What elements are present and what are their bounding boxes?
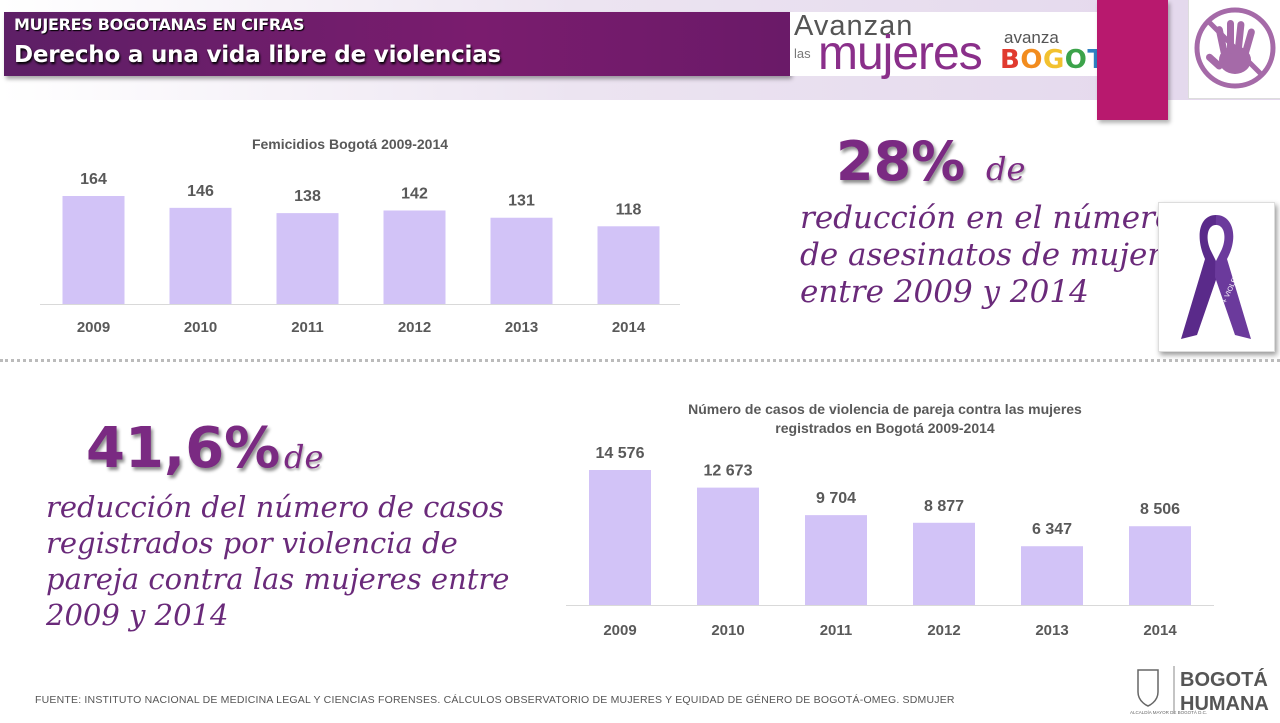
stat1-de: de: [986, 150, 1026, 188]
x-tick-label: 2009: [603, 622, 636, 639]
logo-mujeres: mujeres: [818, 27, 983, 80]
purple-ribbon-icon: NO + VIOLENCIA DE GÉNERO: [1181, 215, 1263, 339]
bogota-humana-logo: ALCALDÍA MAYOR DE BOGOTÁ D.C. BOGOTÁ HUM…: [1128, 662, 1278, 718]
x-tick-label: 2011: [291, 319, 324, 336]
chart2-title-line1: Número de casos de violencia de pareja c…: [688, 401, 1082, 417]
bar-value-label: 146: [187, 183, 214, 200]
bar: [913, 522, 975, 605]
logo-bogota-letter: O: [1064, 45, 1088, 75]
bogota-label: BOGOTÁ: [1180, 668, 1268, 691]
bar-value-label: 8 877: [924, 498, 964, 515]
logo-avanza: avanza: [1004, 28, 1059, 47]
bar-value-label: 142: [401, 185, 428, 202]
ribbon-image: NO + VIOLENCIA DE GÉNERO: [1158, 202, 1275, 352]
shield-icon: [1137, 669, 1159, 707]
bar: [589, 470, 651, 605]
chart2-title-line2: registrados en Bogotá 2009-2014: [775, 420, 995, 436]
stat2-value: 41,6%: [86, 416, 281, 481]
stat2-de: de: [284, 438, 324, 476]
bar-value-label: 6 347: [1032, 521, 1072, 538]
stat2-text: reducción del número de casos registrado…: [46, 490, 509, 634]
bar-value-label: 131: [508, 193, 535, 210]
chart1-title: Femicidios Bogotá 2009-2014: [251, 136, 449, 152]
stat2-line3: pareja contra las mujeres entre: [46, 561, 510, 596]
header-bar: MUJERES BOGOTANAS EN CIFRAS Derecho a un…: [4, 12, 790, 76]
hand-icon: [1194, 7, 1276, 89]
bar: [697, 487, 759, 605]
page-title: Derecho a una vida libre de violencias: [14, 42, 502, 68]
x-tick-label: 2013: [1035, 622, 1068, 639]
alcaldia-logo: ALCALDÍA MAYOR DE BOGOTÁ D.C. BOGOTÁ HUM…: [1130, 666, 1269, 715]
bar-value-label: 12 673: [704, 463, 753, 480]
x-tick-label: 2014: [612, 319, 646, 336]
bar: [1021, 546, 1083, 605]
section-divider: [0, 359, 1280, 362]
bar: [805, 515, 867, 605]
femicidios-chart: 164 2009 146 2010 138 2011 142 2012 131 2013 118 20…: [40, 171, 680, 336]
x-tick-label: 2014: [1143, 622, 1177, 639]
logo-las: las: [794, 46, 811, 61]
x-tick-label: 2009: [77, 319, 110, 336]
bar: [276, 213, 339, 304]
footer-source: FUENTE: INSTITUTO NACIONAL DE MEDICINA L…: [35, 694, 955, 706]
x-tick-label: 2012: [398, 319, 431, 336]
hand-logo: [1188, 0, 1280, 99]
stat2-line2: registrados por violencia de: [46, 525, 458, 560]
stat2-line4: 2009 y 2014: [46, 597, 229, 632]
stat1-line1: reducción en el número: [800, 200, 1174, 236]
logo-bogota-letter: B: [1000, 45, 1021, 75]
humana-label: HUMANA: [1180, 693, 1269, 715]
magenta-tab: [1097, 0, 1168, 120]
chart2-title: Número de casos de violencia de pareja c…: [560, 400, 1210, 438]
alcaldia-label: ALCALDÍA MAYOR DE BOGOTÁ D.C.: [1130, 709, 1207, 715]
stat1-value: 28%: [836, 130, 966, 193]
bar-value-label: 14 576: [596, 445, 645, 462]
x-tick-label: 2010: [184, 319, 217, 336]
header-kicker: MUJERES BOGOTANAS EN CIFRAS: [14, 15, 305, 34]
stat1-line3: entre 2009 y 2014: [800, 274, 1089, 311]
bar-value-label: 164: [80, 171, 107, 188]
stat1-text: reducción en el número de asesinatos de …: [800, 200, 1196, 312]
bar: [1129, 526, 1191, 605]
violencia-pareja-chart: 14 576 2009 12 673 2010 9 704 2011 8 877 2012 6 …: [566, 445, 1214, 639]
logo-avanzan: Avanzan: [794, 10, 914, 42]
bar-value-label: 8 506: [1140, 501, 1180, 518]
stat1-line2: de asesinatos de mujeres: [800, 237, 1197, 274]
x-tick-label: 2012: [927, 622, 960, 639]
logo-bogota-letter: O: [1020, 45, 1043, 75]
bar: [169, 207, 232, 304]
bar: [597, 226, 660, 304]
bar-value-label: 138: [294, 188, 321, 205]
x-tick-label: 2010: [711, 622, 744, 639]
bar: [62, 196, 125, 304]
bar-value-label: 118: [616, 201, 642, 218]
bar-value-label: 9 704: [816, 490, 856, 507]
bar: [490, 217, 553, 304]
x-tick-label: 2013: [505, 319, 538, 336]
logo-bogota-letter: G: [1042, 45, 1065, 75]
avanzan-mujeres-logo: Avanzan las mujeres avanza BOGOTÁ: [790, 10, 1124, 80]
stat2-line1: reducción del número de casos: [46, 490, 504, 524]
x-tick-label: 2011: [820, 622, 853, 639]
bar: [383, 210, 446, 304]
